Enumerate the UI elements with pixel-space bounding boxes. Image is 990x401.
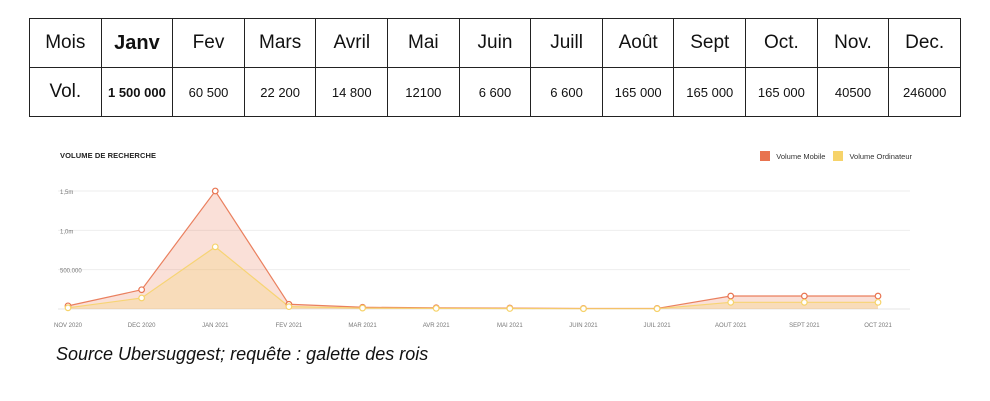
- chart-title: VOLUME DE RECHERCHE: [60, 151, 157, 160]
- chart-legend: Volume Mobile Volume Ordinateur: [760, 151, 912, 161]
- data-point: [432, 304, 440, 312]
- data-point: [211, 187, 219, 195]
- x-tick-label: OCT 2021: [864, 323, 892, 329]
- y-tick-label: 500.000: [60, 269, 82, 275]
- legend-label-mobile: Volume Mobile: [776, 151, 826, 161]
- x-tick-label: NOV 2020: [54, 323, 83, 329]
- table-cell: 246000: [888, 67, 961, 117]
- table-cell: 6 600: [458, 67, 532, 117]
- table-cell: 165 000: [745, 67, 818, 117]
- table-cell: 6 600: [530, 67, 603, 117]
- x-tick-label: JUIL 2021: [644, 323, 672, 329]
- table-cell: Oct.: [745, 18, 818, 68]
- x-tick-label: AVR 2021: [423, 323, 451, 329]
- series-line-1: [67, 246, 878, 310]
- data-point: [138, 286, 146, 294]
- table-cell: Juin: [458, 18, 532, 68]
- x-tick-label: DEC 2020: [128, 323, 156, 329]
- y-tick-label: 1,5m: [60, 190, 73, 196]
- x-tick-label: MAI 2021: [497, 323, 523, 329]
- data-point: [727, 292, 735, 300]
- series-area-1: [68, 246, 878, 309]
- legend-swatch-mobile: [760, 151, 771, 161]
- x-tick-label: MAR 2021: [348, 323, 377, 329]
- x-tick-label: JUIN 2021: [569, 323, 598, 329]
- search-volume-chart: 500.000 1,0m 1,5m NOV 2020 DEC 2020 JAN 2021 F…: [40, 143, 920, 338]
- table-cell: Vol.: [29, 67, 102, 117]
- table-cell: 1 500 000: [100, 67, 174, 117]
- table-cell: Sept: [673, 18, 747, 68]
- data-point: [506, 305, 514, 312]
- source-caption: Source Ubersuggest; requête : galette de…: [56, 344, 429, 364]
- table-cell: Juill: [530, 18, 603, 68]
- table-row-months: Mois Janv Fev Mars Avril Mai Juin Juill …: [29, 18, 961, 68]
- data-point: [211, 243, 219, 251]
- data-point: [800, 292, 808, 300]
- volume-table: Mois Janv Fev Mars Avril Mai Juin Juill …: [29, 18, 961, 117]
- table-cell: 165 000: [673, 67, 747, 117]
- data-point: [727, 298, 735, 306]
- data-point: [359, 304, 366, 312]
- data-point: [64, 304, 72, 312]
- data-point: [285, 303, 293, 311]
- legend-item-desktop: Volume Ordinateur: [833, 151, 912, 161]
- data-point: [138, 294, 146, 302]
- table-cell: Mois: [29, 18, 102, 68]
- data-point: [800, 298, 808, 306]
- x-tick-label: JAN 2021: [202, 323, 229, 329]
- table-row-volumes: Vol. 1 500 000 60 500 22 200 14 800 1210…: [29, 67, 961, 117]
- table-cell: 40500: [816, 67, 890, 117]
- data-point: [653, 305, 661, 313]
- x-tick-label: FEV 2021: [276, 323, 303, 329]
- table-cell: 12100: [387, 67, 460, 117]
- x-tick-label: AOUT 2021: [715, 323, 747, 329]
- table-cell: 22 200: [243, 67, 317, 117]
- table-cell: Avril: [315, 18, 389, 68]
- table-cell: 14 800: [315, 67, 389, 117]
- chart-canvas: 500.000 1,0m 1,5m NOV 2020 DEC 2020 JAN 2021 F…: [54, 187, 910, 329]
- series-area-0: [68, 191, 878, 309]
- data-point: [874, 292, 882, 300]
- table-cell: Nov.: [816, 18, 890, 68]
- table-cell: 60 500: [172, 67, 245, 117]
- y-tick-label: 1,0m: [60, 229, 73, 235]
- legend-item-mobile: Volume Mobile: [760, 151, 825, 161]
- table-cell: Janv: [100, 18, 174, 68]
- legend-label-desktop: Volume Ordinateur: [849, 151, 912, 161]
- data-point: [580, 305, 587, 313]
- data-point: [874, 298, 882, 306]
- table-cell: Mars: [243, 18, 317, 68]
- x-tick-label: SEPT 2021: [789, 323, 820, 329]
- table-cell: Août: [601, 18, 675, 68]
- legend-swatch-desktop: [833, 151, 844, 161]
- table-cell: Dec.: [888, 18, 961, 68]
- table-cell: Mai: [387, 18, 460, 68]
- table-cell: Fev: [172, 18, 245, 68]
- table-cell: 165 000: [601, 67, 675, 117]
